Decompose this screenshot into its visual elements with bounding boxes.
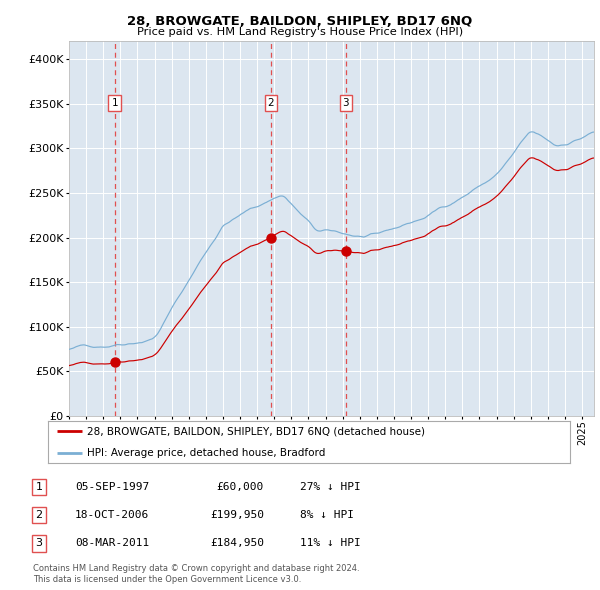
Text: £184,950: £184,950 <box>210 539 264 548</box>
Text: This data is licensed under the Open Government Licence v3.0.: This data is licensed under the Open Gov… <box>33 575 301 584</box>
Text: 1: 1 <box>112 98 118 108</box>
Text: 27% ↓ HPI: 27% ↓ HPI <box>300 482 361 491</box>
Text: 3: 3 <box>35 539 43 548</box>
Text: Contains HM Land Registry data © Crown copyright and database right 2024.: Contains HM Land Registry data © Crown c… <box>33 565 359 573</box>
Text: 05-SEP-1997: 05-SEP-1997 <box>75 482 149 491</box>
Text: 3: 3 <box>343 98 349 108</box>
Text: Price paid vs. HM Land Registry's House Price Index (HPI): Price paid vs. HM Land Registry's House … <box>137 27 463 37</box>
Text: £199,950: £199,950 <box>210 510 264 520</box>
Text: 28, BROWGATE, BAILDON, SHIPLEY, BD17 6NQ: 28, BROWGATE, BAILDON, SHIPLEY, BD17 6NQ <box>127 15 473 28</box>
Text: 11% ↓ HPI: 11% ↓ HPI <box>300 539 361 548</box>
Text: 28, BROWGATE, BAILDON, SHIPLEY, BD17 6NQ (detached house): 28, BROWGATE, BAILDON, SHIPLEY, BD17 6NQ… <box>87 427 425 436</box>
Text: £60,000: £60,000 <box>217 482 264 491</box>
Text: HPI: Average price, detached house, Bradford: HPI: Average price, detached house, Brad… <box>87 448 326 457</box>
Text: 08-MAR-2011: 08-MAR-2011 <box>75 539 149 548</box>
Text: 18-OCT-2006: 18-OCT-2006 <box>75 510 149 520</box>
Text: 1: 1 <box>35 482 43 491</box>
Text: 2: 2 <box>35 510 43 520</box>
Text: 8% ↓ HPI: 8% ↓ HPI <box>300 510 354 520</box>
Text: 2: 2 <box>268 98 274 108</box>
